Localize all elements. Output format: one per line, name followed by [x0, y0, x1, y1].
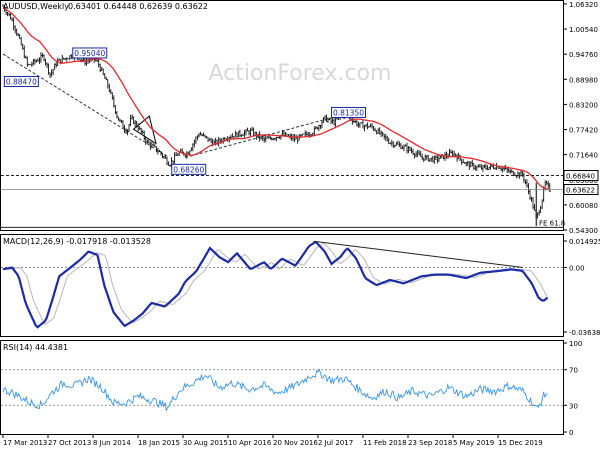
x-tick-label: 18 Jan 2015: [138, 439, 180, 447]
price-tag-text: 0.63622: [566, 186, 595, 194]
x-tick-label: 2 Jul 2017: [318, 439, 353, 447]
watermark: ActionForex.com: [209, 61, 392, 86]
x-tick-label: 27 Oct 2013: [48, 439, 91, 447]
x-tick-label: 5 May 2019: [453, 439, 494, 447]
x-tick-label: 15 Dec 2019: [498, 439, 543, 447]
level-label-text: 0.95040: [74, 49, 105, 58]
price-ytick-label: 0.88980: [569, 76, 598, 84]
level-label-text: 0.88470: [6, 78, 37, 87]
price-ytick-label: 0.60080: [569, 202, 598, 210]
rsi-panel: RSI(14) 44.4381 100 70 30 0: [1, 340, 583, 437]
ohlc-readout: 0.63401 0.64448 0.62639 0.63622: [68, 2, 208, 11]
fe-label: FE 61.8: [539, 219, 565, 227]
macd-panel-frame: [1, 235, 564, 337]
price-ytick-label: 1.00540: [569, 26, 598, 34]
x-tick-label: 20 Nov 2016: [273, 439, 318, 447]
price-panel-frame: [1, 1, 564, 231]
level-label-text: 0.81350: [333, 108, 364, 117]
x-tick-label: 17 Mar 2013: [3, 439, 47, 447]
price-ytick-label: 0.94760: [569, 51, 598, 59]
x-tick-label: 8 Jun 2014: [93, 439, 131, 447]
x-tick-label: 30 Aug 2015: [183, 439, 228, 447]
macd-title: MACD(12,26,9) -0.017918 -0.013528: [3, 237, 151, 246]
rsi-ytick-label: 30: [569, 402, 578, 410]
price-panel: ActionForex.com FE 61.8 0.88470 0.95040 0.…: [1, 1, 599, 236]
macd-ytick-label: 0.014925: [569, 238, 600, 246]
x-tick-label: 11 Feb 2018: [363, 439, 407, 447]
price-ytick-label: 0.71640: [569, 152, 598, 160]
price-ytick-label: 0.77420: [569, 127, 598, 135]
price-ytick-label: 0.54300: [569, 227, 598, 235]
rsi-title: RSI(14) 44.4381: [3, 343, 68, 352]
macd-ytick-label: -0.036389: [569, 329, 600, 337]
price-ytick-label: 1.06320: [569, 1, 598, 9]
rsi-ytick-label: 100: [569, 340, 582, 348]
x-tick-label: 10 Apr 2016: [228, 439, 272, 447]
rsi-ytick-label: 70: [569, 367, 578, 375]
price-tag-text: 0.66840: [566, 173, 595, 181]
macd-panel: MACD(12,26,9) -0.017918 -0.013528 0.0149…: [1, 235, 600, 338]
price-title: AUDUSD,Weekly: [3, 2, 69, 11]
price-ytick-label: 0.83200: [569, 101, 598, 109]
level-label-text: 0.68260: [173, 165, 204, 174]
x-tick-label: 23 Sep 2018: [408, 439, 452, 447]
macd-ytick-label: 0.00: [569, 264, 585, 272]
rsi-ytick-label: 0: [569, 429, 573, 437]
